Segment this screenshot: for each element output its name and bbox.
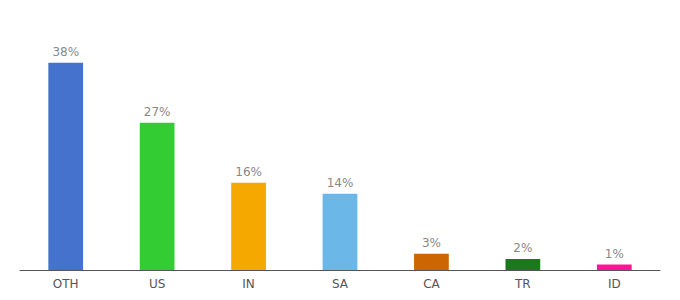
svg-text:ID: ID <box>608 277 621 291</box>
svg-text:OTH: OTH <box>53 277 79 291</box>
svg-text:38%: 38% <box>52 45 79 59</box>
svg-text:1%: 1% <box>605 247 624 261</box>
svg-text:2%: 2% <box>513 241 532 255</box>
svg-text:3%: 3% <box>422 236 441 250</box>
svg-text:14%: 14% <box>327 176 354 190</box>
svg-text:TR: TR <box>514 277 531 291</box>
svg-text:US: US <box>149 277 165 291</box>
svg-text:IN: IN <box>242 277 255 291</box>
svg-text:16%: 16% <box>235 165 262 179</box>
svg-text:CA: CA <box>423 277 440 291</box>
svg-text:27%: 27% <box>144 105 171 119</box>
svg-text:SA: SA <box>332 277 349 291</box>
